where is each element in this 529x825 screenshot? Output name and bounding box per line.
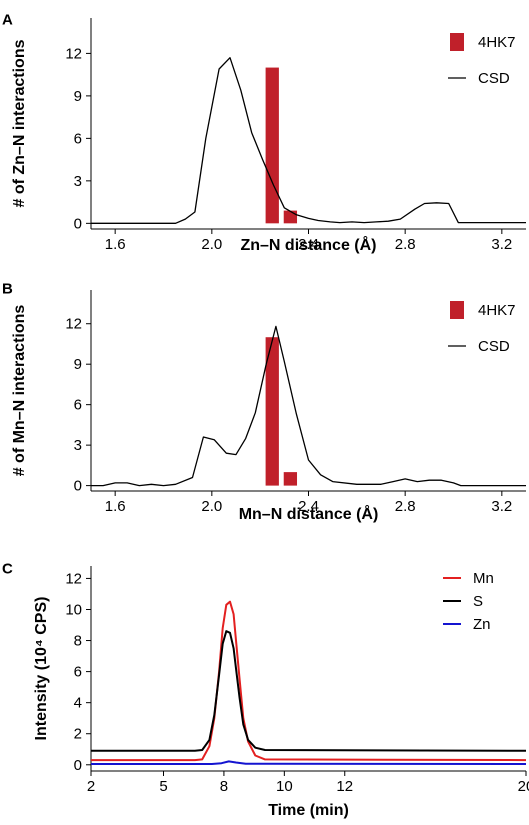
series-line-csd xyxy=(91,325,526,487)
bar-4hk7 xyxy=(265,337,279,486)
x-tick-label: 2.4 xyxy=(298,498,319,515)
series-line-csd xyxy=(91,57,526,224)
y-axis-title: # of Zn–N interactions xyxy=(11,39,28,207)
y-axis-title: Intensity (10⁴ CPS) xyxy=(33,597,50,741)
legend-label: S xyxy=(473,593,483,610)
x-tick-label: 2.8 xyxy=(395,498,416,515)
legend-label: CSD xyxy=(478,338,510,355)
x-tick-label: 8 xyxy=(220,778,228,795)
y-tick-label: 6 xyxy=(74,664,82,681)
y-tick-label: 12 xyxy=(65,45,82,62)
y-tick-label: 0 xyxy=(74,478,82,495)
y-tick-label: 8 xyxy=(74,633,82,650)
y-tick-label: 12 xyxy=(65,570,82,587)
legend-label: Mn xyxy=(473,570,494,587)
x-tick-label: 3.2 xyxy=(491,236,512,253)
x-tick-label: 2.4 xyxy=(298,236,319,253)
y-tick-label: 6 xyxy=(74,397,82,414)
series-line-zn xyxy=(91,760,526,765)
y-tick-label: 2 xyxy=(74,726,82,743)
x-axis-title: Mn–N distance (Å) xyxy=(239,504,379,523)
y-tick-label: 6 xyxy=(74,130,82,147)
plot-area xyxy=(91,600,526,765)
legend-swatch-bar xyxy=(450,301,464,319)
x-axis-title: Zn–N distance (Å) xyxy=(240,235,376,254)
x-tick-label: 2.0 xyxy=(201,498,222,515)
chart-panel-b: B 0 3 6 9 12 1.6 2.0 2.4 2.8 3.2 Mn–N distance (Å) #… xyxy=(2,280,526,523)
x-tick-label: 20 xyxy=(518,778,529,795)
legend-label: 4HK7 xyxy=(478,302,516,319)
panel-letter: C xyxy=(2,560,13,577)
y-tick-label: 9 xyxy=(74,88,82,105)
x-tick-label: 10 xyxy=(276,778,293,795)
x-tick-label: 2 xyxy=(87,778,95,795)
series-line-mn xyxy=(91,600,526,762)
y-tick-label: 10 xyxy=(65,601,82,618)
y-tick-label: 3 xyxy=(74,437,82,454)
x-tick-label: 2.0 xyxy=(201,236,222,253)
x-axis-title: Time (min) xyxy=(268,802,349,819)
x-tick-label: 12 xyxy=(336,778,353,795)
legend-label: Zn xyxy=(473,616,491,633)
bar-4hk7 xyxy=(265,67,279,224)
plot-area xyxy=(91,57,526,224)
legend-swatch-bar xyxy=(450,33,464,51)
y-tick-label: 3 xyxy=(74,173,82,190)
x-tick-label: 5 xyxy=(159,778,167,795)
bar-4hk7 xyxy=(283,472,298,486)
chart-panel-c: C024681012258101220Time (min)Intensity (… xyxy=(2,560,529,819)
y-tick-label: 12 xyxy=(65,316,82,333)
panel-letter: B xyxy=(2,280,13,297)
y-axis-title: # of Mn–N interactions xyxy=(11,305,28,477)
x-tick-label: 1.6 xyxy=(105,236,126,253)
panel-letter: A xyxy=(2,11,13,28)
series-line-s xyxy=(91,630,526,752)
legend-label: 4HK7 xyxy=(478,34,516,51)
x-tick-label: 2.8 xyxy=(395,236,416,253)
legend-label: CSD xyxy=(478,70,510,87)
chart-panel-a: A 0 3 6 9 12 1.6 2.0 2.4 2.8 3.2 Zn–N distance (Å) #… xyxy=(2,11,526,254)
y-tick-label: 0 xyxy=(74,757,82,774)
x-tick-label: 1.6 xyxy=(105,498,126,515)
x-tick-label: 3.2 xyxy=(491,498,512,515)
y-tick-label: 4 xyxy=(74,695,82,712)
bar-4hk7 xyxy=(283,210,298,224)
plot-area xyxy=(91,325,526,487)
y-tick-label: 9 xyxy=(74,356,82,373)
y-tick-label: 0 xyxy=(74,215,82,232)
